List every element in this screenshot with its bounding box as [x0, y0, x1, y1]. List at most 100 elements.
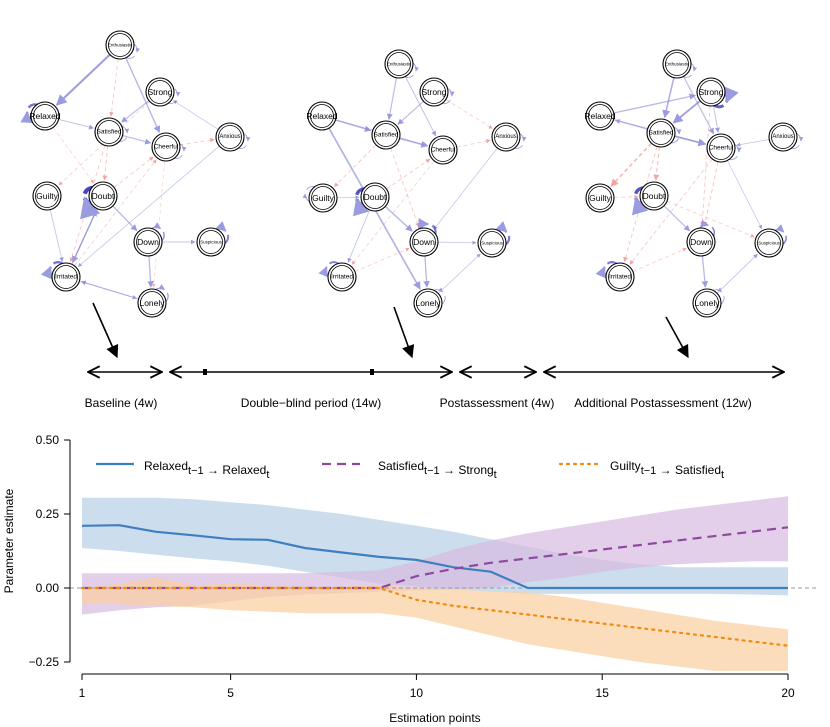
- network-node: Enthusiastic: [105, 30, 135, 60]
- panel-arrow-baseline: [92, 302, 119, 359]
- network-edge: [147, 255, 154, 288]
- network-edge: [613, 93, 696, 114]
- timeline-label-baseline: Baseline (4w): [85, 396, 158, 410]
- network-node-label: Lonely: [415, 298, 441, 308]
- network-edge: [384, 205, 413, 232]
- network-node-label: Lonely: [694, 298, 720, 308]
- network-edge: [663, 205, 690, 232]
- network-edge: [397, 100, 424, 125]
- x-tick-label: 5: [227, 686, 234, 700]
- network-node: Down: [686, 227, 716, 257]
- timeline: Baseline (4w) Double−blind period (14w) …: [85, 302, 784, 410]
- network-edge: [122, 134, 152, 145]
- x-tick-label: 10: [410, 686, 424, 700]
- network-node-label: Strong: [147, 87, 172, 97]
- network-edge: [386, 77, 398, 120]
- y-tick-label: −0.25: [29, 655, 60, 669]
- network-node-label: Guilty: [36, 191, 58, 201]
- network-node: Doubt: [360, 182, 390, 212]
- panel-arrow-postassessment: [665, 316, 689, 359]
- network-node: Relaxed: [29, 101, 61, 131]
- network-panel-1: Enthusiastic Strong Relaxed Satisfied Cheerf…: [20, 30, 251, 318]
- legend-text: Relaxed: [144, 459, 188, 473]
- network-edge: [354, 247, 410, 272]
- network-edge: [52, 127, 94, 184]
- legend-subscript: t−1: [424, 465, 440, 477]
- network-node: Suspicious: [196, 227, 226, 257]
- network-edge: [77, 145, 220, 267]
- timeline-label-additional: Additional Postassessment (12w): [574, 396, 751, 410]
- network-edge: [179, 137, 215, 146]
- network-edge: [74, 159, 157, 267]
- network-node-label: Suspicious: [481, 241, 504, 246]
- network-panel-3: Enthusiastic Strong Relaxed Satisfied Cheerf…: [584, 49, 804, 318]
- network-node: Irritated: [51, 262, 81, 292]
- legend-text: Relaxed: [222, 463, 266, 477]
- legend-subscript: t−1: [641, 465, 657, 477]
- legend-label-relaxed: Relaxedt−1 → Relaxedt: [144, 459, 269, 481]
- network-panels: Enthusiastic Strong Relaxed Satisfied Cheerf…: [20, 30, 804, 318]
- network-node: Relaxed: [306, 101, 338, 131]
- network-edge: [456, 138, 491, 148]
- series-line-satisfied: [82, 526, 789, 590]
- network-edge: [49, 209, 64, 262]
- network-edge: [613, 194, 639, 199]
- network-node-label: Guilty: [589, 193, 611, 203]
- network-edge: [102, 145, 109, 181]
- network-edge: [610, 142, 653, 187]
- timeline-label-double-blind: Double−blind period (14w): [241, 396, 381, 410]
- network-node: Cheerful: [706, 133, 736, 163]
- network-node: Cheerful: [428, 135, 458, 165]
- network-node-label: Down: [413, 237, 435, 247]
- network-node: Enthusiastic: [384, 49, 414, 79]
- x-axis-label: Estimation points: [389, 711, 480, 725]
- network-node-label: Satisfied: [97, 129, 122, 136]
- network-edge: [614, 119, 648, 130]
- network-edge: [109, 58, 119, 117]
- timeline-tick: [370, 369, 374, 375]
- network-node-label: Down: [690, 237, 712, 247]
- network-node-label: Cheerful: [709, 145, 734, 152]
- network-edge: [433, 147, 498, 230]
- network-node: Strong: [696, 77, 726, 107]
- network-edge: [80, 280, 139, 300]
- network-node: Suspicious: [754, 228, 784, 258]
- y-tick-label: 0.00: [36, 581, 60, 595]
- network-node-label: Irritated: [331, 274, 353, 281]
- network-edge: [72, 208, 98, 264]
- x-tick-label: 1: [79, 686, 86, 700]
- network-edge: [700, 105, 711, 227]
- network-node-label: Relaxed: [584, 111, 615, 121]
- network-node: Satisfied: [94, 117, 124, 147]
- network-edge: [702, 161, 719, 227]
- network-edge: [335, 119, 372, 132]
- network-node-label: Cheerful: [431, 147, 456, 154]
- network-edge: [112, 205, 138, 232]
- network-node: Enthusiastic: [662, 49, 692, 79]
- network-edge: [347, 209, 371, 263]
- network-edge: [113, 156, 154, 188]
- legend-text: →: [204, 463, 223, 477]
- network-node: Down: [409, 227, 439, 257]
- network-panel-2: Enthusiastic Strong Relaxed Satisfied Cheerf…: [302, 49, 527, 318]
- network-node-label: Guilty: [312, 193, 334, 203]
- network-node: Satisfied: [646, 118, 676, 148]
- network-node-label: Suspicious: [758, 241, 781, 246]
- y-axis-label: Parameter estimate: [2, 488, 16, 593]
- y-tick-label: 0.50: [36, 433, 60, 447]
- legend-text: →: [440, 463, 459, 477]
- network-edge: [653, 146, 661, 181]
- network-edge: [666, 200, 755, 238]
- network-node-label: Relaxed: [29, 111, 60, 121]
- network-node-label: Satisfied: [374, 132, 399, 139]
- network-node-label: Anxious: [772, 134, 793, 140]
- panel-arrow-double-blind: [393, 306, 415, 359]
- timeline-label-postassessment: Postassessment (4w): [440, 396, 555, 410]
- network-node-label: Satisfied: [649, 130, 674, 137]
- network-edge: [386, 158, 431, 190]
- network-node-label: Lonely: [139, 298, 165, 308]
- legend-text: Strong: [458, 463, 493, 477]
- network-edge: [445, 99, 493, 129]
